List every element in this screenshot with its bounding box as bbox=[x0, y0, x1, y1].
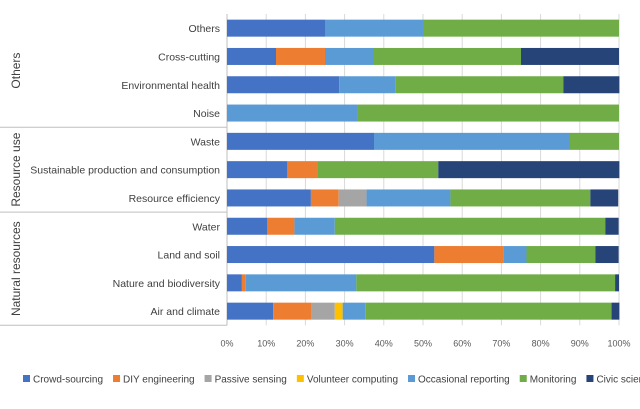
legend-swatch bbox=[586, 375, 594, 382]
bar-segment bbox=[570, 132, 619, 150]
bar-segment bbox=[334, 217, 606, 235]
category-label: Cross-cutting bbox=[158, 51, 220, 63]
category-label: Noise bbox=[193, 108, 220, 120]
bar-segment bbox=[357, 104, 619, 122]
category-label: Waste bbox=[191, 136, 221, 148]
bar-segment bbox=[227, 76, 340, 94]
bar-segment bbox=[450, 189, 591, 207]
bar-segment bbox=[503, 246, 527, 264]
bar-segment bbox=[423, 19, 619, 37]
group-label: Others bbox=[9, 53, 23, 89]
bar-segment bbox=[317, 161, 439, 179]
bar-segment bbox=[294, 217, 335, 235]
legend-swatch bbox=[113, 375, 121, 382]
bar-segment bbox=[438, 161, 620, 179]
legend-label: DIY engineering bbox=[123, 375, 195, 386]
bar-segment bbox=[245, 274, 357, 292]
legend-swatch bbox=[408, 375, 416, 382]
category-label: Land and soil bbox=[158, 250, 220, 262]
bar-segment bbox=[339, 76, 396, 94]
bar-segment bbox=[227, 104, 358, 122]
x-tick-label: 30% bbox=[336, 338, 354, 348]
legend-label: Monitoring bbox=[530, 375, 577, 386]
bar-segment bbox=[356, 274, 616, 292]
bar-segment bbox=[366, 189, 451, 207]
legend-swatch bbox=[519, 375, 527, 382]
bar-segment bbox=[342, 302, 366, 320]
legend-label: Crowd-sourcing bbox=[33, 375, 103, 386]
legend-swatch bbox=[204, 375, 212, 382]
legend-label: Occasional reporting bbox=[418, 375, 510, 386]
bar-segment bbox=[395, 76, 564, 94]
bar-segment bbox=[310, 189, 339, 207]
bar-segment bbox=[227, 161, 288, 179]
bar-segment bbox=[227, 19, 325, 37]
bar-segment bbox=[241, 274, 246, 292]
bar-segment bbox=[595, 246, 619, 264]
bar-segment bbox=[590, 189, 619, 207]
bar-segment bbox=[374, 47, 521, 65]
bar-segment bbox=[611, 302, 620, 320]
bar-segment bbox=[338, 189, 367, 207]
bar-segment bbox=[374, 132, 570, 150]
category-label: Resource efficiency bbox=[129, 193, 221, 205]
bar-segment bbox=[227, 47, 276, 65]
x-tick-label: 40% bbox=[375, 338, 393, 348]
bar-segment bbox=[311, 302, 335, 320]
x-tick-label: 50% bbox=[414, 338, 432, 348]
category-label: Nature and biodiversity bbox=[113, 278, 221, 290]
legend-swatch bbox=[23, 375, 30, 382]
x-tick-label: 0% bbox=[220, 338, 233, 348]
bar-segment bbox=[267, 217, 295, 235]
bar-segment bbox=[287, 161, 318, 179]
bar-segment bbox=[227, 274, 242, 292]
legend-label: Passive sensing bbox=[215, 375, 287, 386]
x-tick-label: 90% bbox=[571, 338, 589, 348]
legend-label: Civic science bbox=[596, 375, 640, 386]
bar-segment bbox=[521, 47, 619, 65]
x-tick-label: 100% bbox=[607, 338, 630, 348]
bar-segment bbox=[227, 217, 268, 235]
group-label: Natural resources bbox=[9, 221, 23, 316]
category-label: Environmental health bbox=[121, 80, 220, 92]
x-tick-label: 70% bbox=[492, 338, 510, 348]
x-tick-label: 20% bbox=[296, 338, 314, 348]
bar-segment bbox=[334, 302, 343, 320]
x-tick-label: 80% bbox=[532, 338, 550, 348]
legend-label: Volunteer computing bbox=[307, 375, 398, 386]
group-label: Resource use bbox=[9, 132, 23, 206]
bar-segment bbox=[227, 302, 274, 320]
legend-swatch bbox=[296, 375, 304, 382]
bar-segment bbox=[434, 246, 504, 264]
bar-segment bbox=[227, 189, 311, 207]
category-label: Air and climate bbox=[151, 306, 221, 318]
category-label: Water bbox=[192, 221, 220, 233]
bar-segment bbox=[615, 274, 619, 292]
x-tick-label: 10% bbox=[257, 338, 275, 348]
bar-segment bbox=[227, 132, 374, 150]
bar-segment bbox=[227, 246, 435, 264]
bar-segment bbox=[325, 47, 374, 65]
bar-segment bbox=[325, 19, 423, 37]
bar-segment bbox=[276, 47, 325, 65]
x-tick-label: 60% bbox=[453, 338, 471, 348]
category-label: Others bbox=[188, 23, 220, 35]
bar-segment bbox=[526, 246, 596, 264]
bar-segment bbox=[605, 217, 619, 235]
bar-segment bbox=[563, 76, 620, 94]
bar-segment bbox=[273, 302, 312, 320]
category-label: Sustainable production and consumption bbox=[30, 165, 220, 177]
bar-segment bbox=[365, 302, 612, 320]
